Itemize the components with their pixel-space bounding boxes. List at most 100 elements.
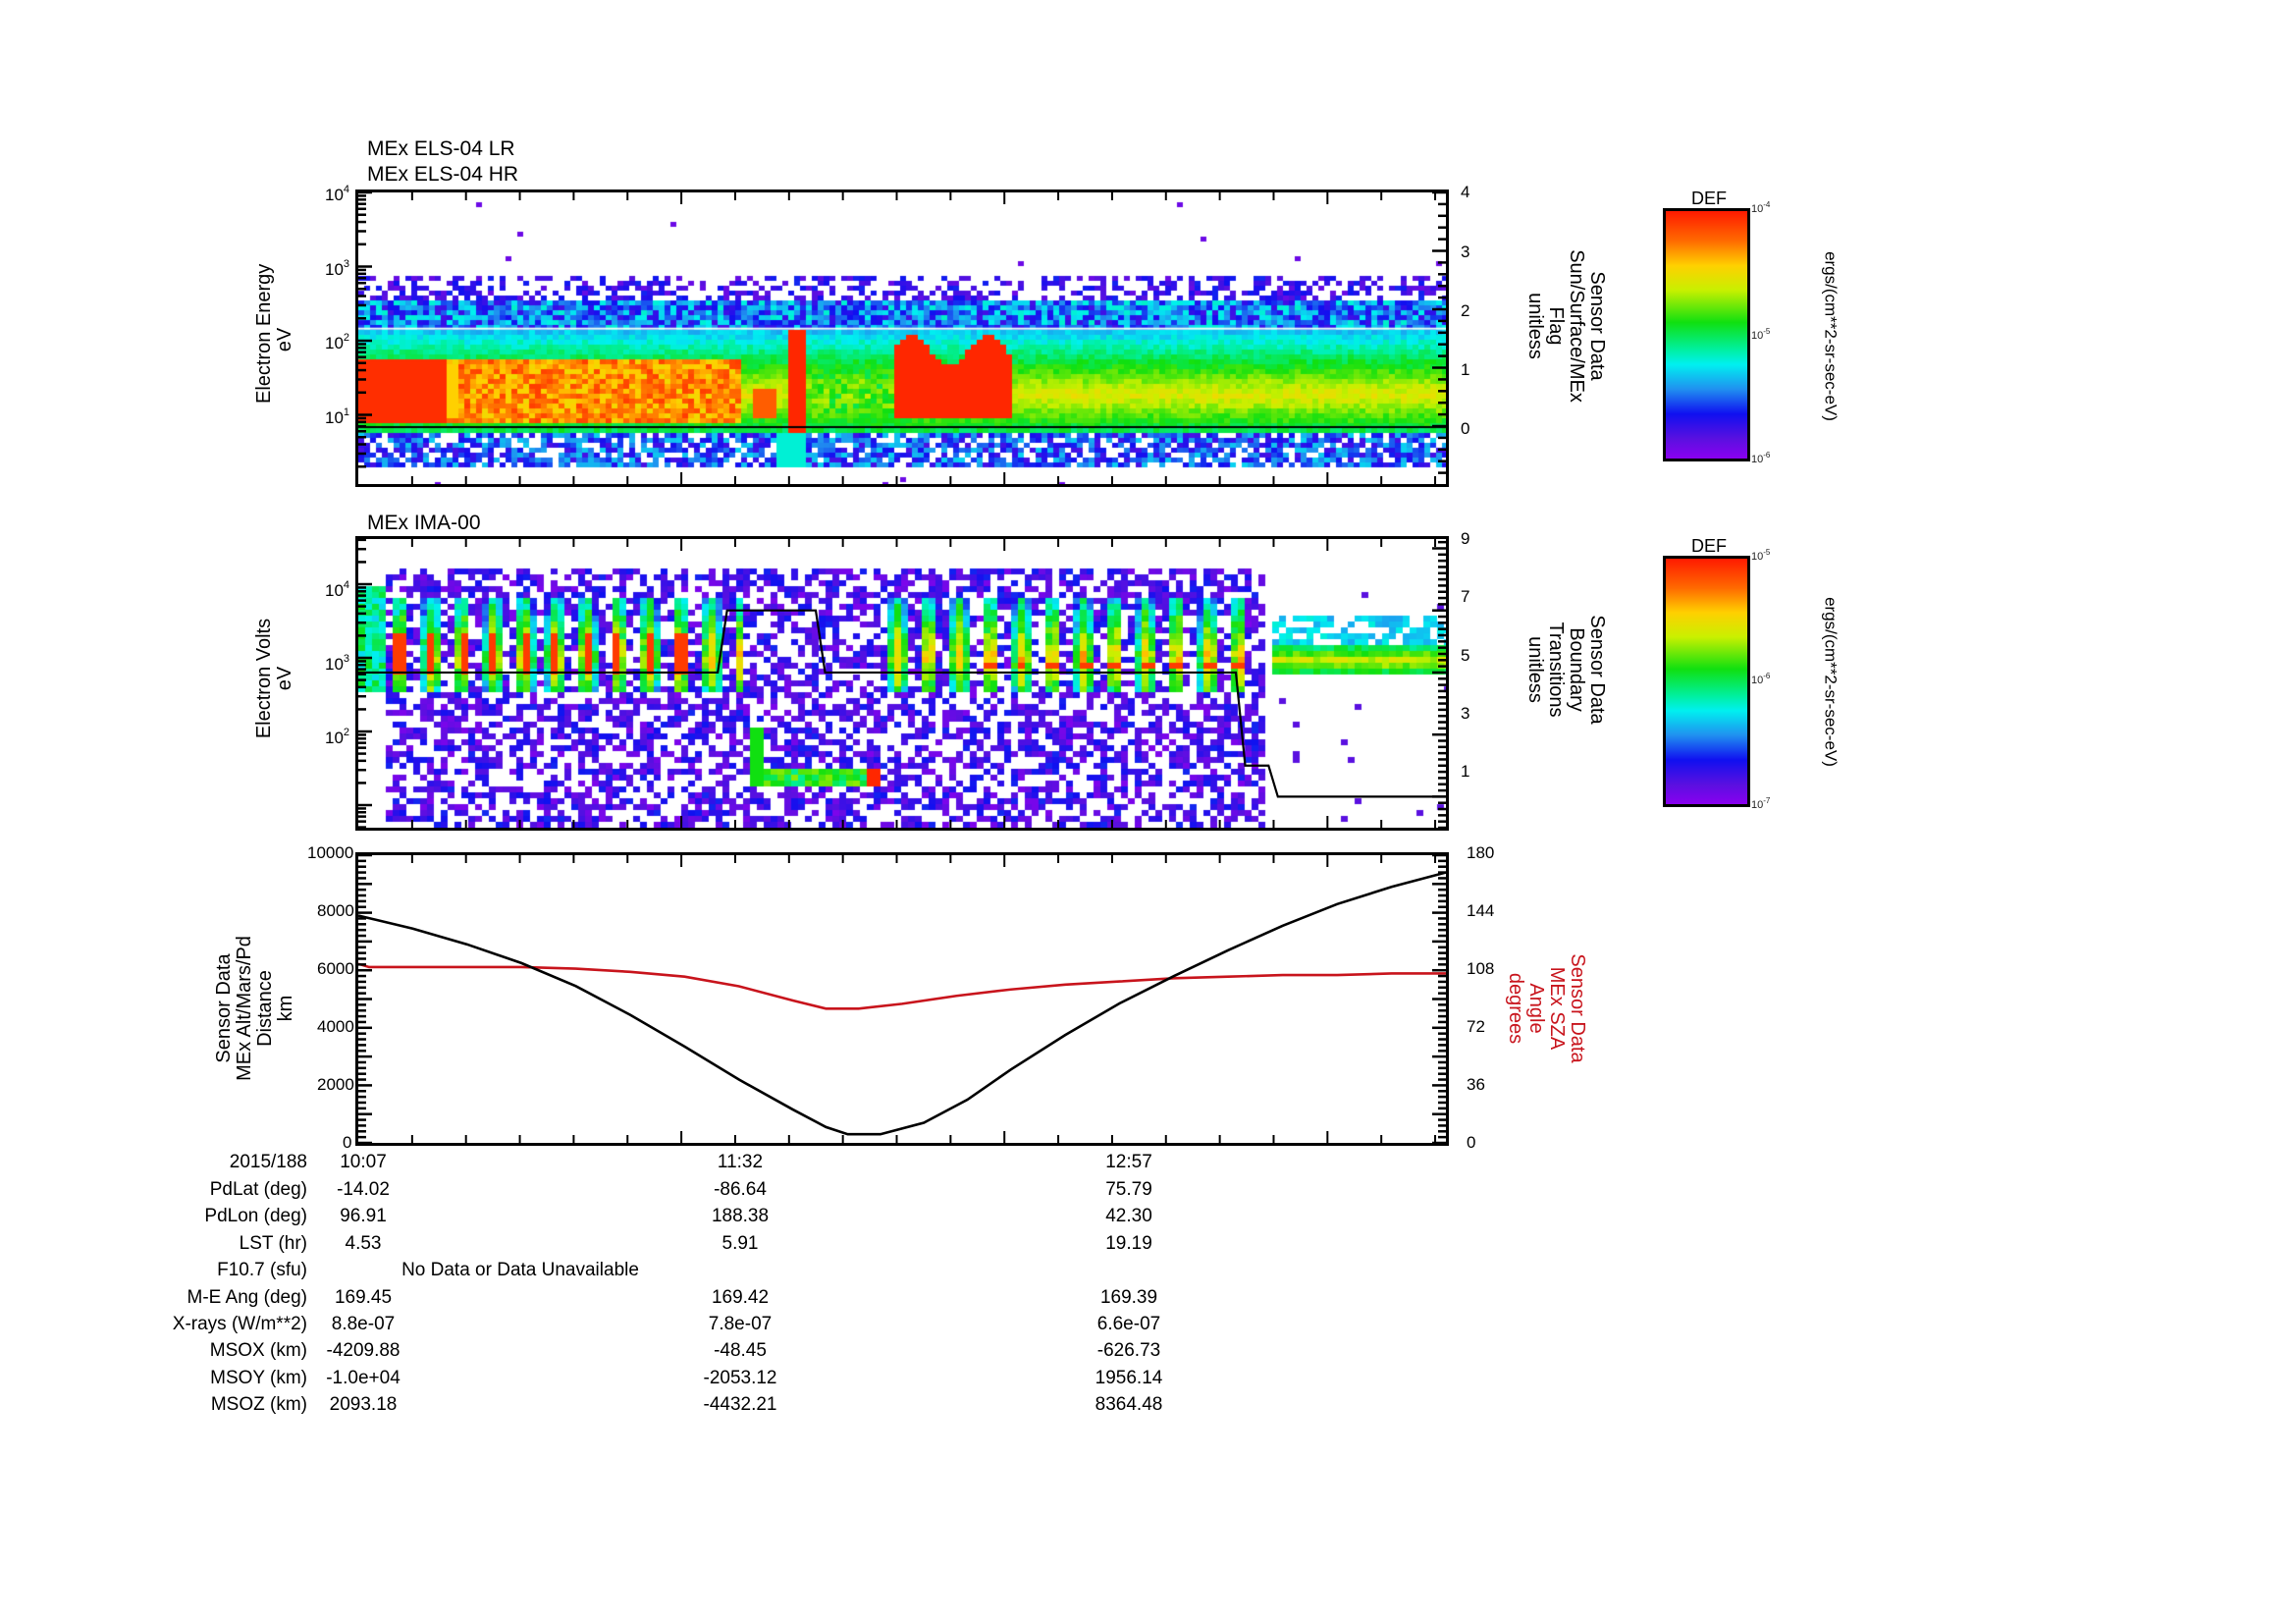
ephemeris-row: M-E Ang (deg) 169.45 169.42 169.39 xyxy=(0,1286,1276,1310)
ephemeris-no-data-note: No Data or Data Unavailable xyxy=(401,1260,639,1281)
orbit-right-axis-label: Sensor Data MEx SZA Angle degrees xyxy=(1505,953,1588,1063)
els-rtick-1: 1 xyxy=(1461,360,1470,379)
ephemeris-value: 42.30 xyxy=(1105,1206,1152,1227)
date-label: 2015/188 xyxy=(229,1152,307,1172)
orbit-rtick-144: 144 xyxy=(1467,901,1495,920)
ima-cbar-tick-1e-5: 10-5 xyxy=(1751,548,1771,563)
els-rtick-0: 0 xyxy=(1461,419,1470,438)
ima-ytick-1e2: 102 xyxy=(325,727,350,747)
ephemeris-row: MSOY (km) -1.0e+04 -2053.12 1956.14 xyxy=(0,1367,1276,1390)
ephemeris-row-label: MSOY (km) xyxy=(210,1367,307,1388)
ephemeris-value: 5.91 xyxy=(721,1232,759,1254)
ima-axes-ticks xyxy=(358,539,1446,828)
ephemeris-value: 169.42 xyxy=(711,1286,770,1308)
els-colorbar-title: DEF xyxy=(1691,189,1727,208)
els-rtick-2: 2 xyxy=(1461,301,1470,320)
ephemeris-row-label: MSOX (km) xyxy=(209,1340,307,1362)
ephemeris-row: X-rays (W/m**2) 8.8e-07 7.8e-07 6.6e-07 xyxy=(0,1313,1276,1336)
orbit-ytick-4000: 4000 xyxy=(317,1017,354,1036)
ima-rtick-1: 1 xyxy=(1461,762,1470,781)
ephemeris-value: 19.19 xyxy=(1105,1232,1152,1254)
ima-right-axis-label: Sensor Data Boundary Transitions unitless xyxy=(1524,615,1608,725)
ephemeris-value: 188.38 xyxy=(711,1206,770,1227)
ephemeris-value: 75.79 xyxy=(1105,1179,1152,1200)
ephemeris-row-label: X-rays (W/m**2) xyxy=(172,1314,307,1334)
ephemeris-value: 8364.48 xyxy=(1095,1394,1163,1416)
ephemeris-row: PdLon (deg) 96.91 188.38 42.30 xyxy=(0,1205,1276,1228)
ephemeris-value: 7.8e-07 xyxy=(708,1314,773,1334)
els-colorbar-units: ergs/(cm**2-sr-sec-eV) xyxy=(1821,251,1841,421)
els-y-axis-label: Electron Energy eV xyxy=(253,263,295,404)
orbit-rtick-72: 72 xyxy=(1467,1017,1485,1036)
ephemeris-row: PdLat (deg) -14.02 -86.64 75.79 xyxy=(0,1178,1276,1202)
time-label-3: 12:57 xyxy=(1105,1152,1152,1172)
els-rtick-3: 3 xyxy=(1461,243,1470,261)
els-title-lr: MEx ELS-04 LR xyxy=(367,137,515,160)
ima-rtick-3: 3 xyxy=(1461,704,1470,723)
ima-heatmap xyxy=(358,539,1446,828)
ephemeris-row-label: LST (hr) xyxy=(239,1232,307,1254)
ephemeris-row-label: PdLon (deg) xyxy=(204,1206,307,1227)
ephemeris-row-label: PdLat (deg) xyxy=(209,1179,307,1200)
orbit-ytick-10000: 10000 xyxy=(307,843,354,862)
ima-cbar-tick-1e-7: 10-7 xyxy=(1751,796,1771,811)
els-ytick-1e1: 101 xyxy=(325,406,350,427)
orbit-rtick-108: 108 xyxy=(1467,959,1495,978)
els-ytick-1e2: 102 xyxy=(325,332,350,352)
ephemeris-value: -4209.88 xyxy=(326,1340,400,1362)
ephemeris-value: -14.02 xyxy=(337,1179,390,1200)
els-cbar-tick-1e-5: 10-5 xyxy=(1751,327,1771,342)
els-ytick-1e4: 104 xyxy=(325,184,350,204)
ephemeris-row-label: M-E Ang (deg) xyxy=(187,1286,308,1308)
ima-spectrogram xyxy=(355,536,1449,831)
orbit-y-axis-label: Sensor Data MEx Alt/Mars/Pd Distance km xyxy=(213,936,296,1081)
ephemeris-value: 169.45 xyxy=(334,1286,393,1308)
els-heatmap xyxy=(358,192,1446,484)
els-spectrogram xyxy=(355,189,1449,487)
ephemeris-value: 6.6e-07 xyxy=(1096,1314,1161,1334)
els-axes-ticks xyxy=(358,192,1446,484)
ima-ytick-1e4: 104 xyxy=(325,579,350,600)
ima-colorbar-units: ergs/(cm**2-sr-sec-eV) xyxy=(1821,597,1841,767)
ephemeris-row-label: F10.7 (sfu) xyxy=(217,1260,307,1281)
orbit-ytick-6000: 6000 xyxy=(317,959,354,978)
ephemeris-table: 2015/188 10:07 11:32 12:57 PdLat (deg) -1… xyxy=(0,1151,1276,1435)
ima-title: MEx IMA-00 xyxy=(367,512,481,534)
ephemeris-time-row: 2015/188 10:07 11:32 12:57 xyxy=(0,1151,1276,1174)
orbit-rtick-0: 0 xyxy=(1467,1133,1476,1152)
ephemeris-value: -4432.21 xyxy=(703,1394,777,1416)
els-right-axis-label: Sensor Data Sun/Surface/MEx Flag unitless xyxy=(1524,249,1608,403)
ephemeris-row: F10.7 (sfu) No Data or Data Unavailable xyxy=(0,1259,1276,1282)
orbit-ytick-2000: 2000 xyxy=(317,1075,354,1094)
ephemeris-value: 2093.18 xyxy=(329,1394,398,1416)
ephemeris-value: 96.91 xyxy=(340,1206,387,1227)
ima-rtick-9: 9 xyxy=(1461,529,1470,548)
orbit-lines xyxy=(358,855,1446,1143)
ima-y-axis-label: Electron Volts eV xyxy=(253,618,295,739)
ima-rtick-7: 7 xyxy=(1461,587,1470,606)
orbit-ytick-8000: 8000 xyxy=(317,901,354,920)
ephemeris-value: -86.64 xyxy=(714,1179,767,1200)
ima-ytick-1e3: 103 xyxy=(325,653,350,674)
els-cbar-tick-1e-6: 10-6 xyxy=(1751,451,1771,465)
els-title-hr: MEx ELS-04 HR xyxy=(367,163,519,186)
time-label-2: 11:32 xyxy=(717,1152,764,1172)
ephemeris-value: 8.8e-07 xyxy=(331,1314,396,1334)
ephemeris-row: MSOX (km) -4209.88 -48.45 -626.73 xyxy=(0,1339,1276,1363)
orbit-rtick-180: 180 xyxy=(1467,843,1495,862)
orbit-line-plot xyxy=(355,852,1449,1146)
ephemeris-value: -2053.12 xyxy=(703,1367,777,1388)
ephemeris-value: -1.0e+04 xyxy=(326,1367,400,1388)
ima-rtick-5: 5 xyxy=(1461,646,1470,665)
ephemeris-value: -626.73 xyxy=(1096,1340,1161,1362)
ima-colorbar xyxy=(1663,556,1750,807)
ephemeris-value: 4.53 xyxy=(345,1232,382,1254)
ephemeris-value: -48.45 xyxy=(714,1340,767,1362)
ephemeris-value: 169.39 xyxy=(1099,1286,1158,1308)
orbit-rtick-36: 36 xyxy=(1467,1075,1485,1094)
els-rtick-4: 4 xyxy=(1461,183,1470,201)
els-ytick-1e3: 103 xyxy=(325,258,350,279)
ephemeris-row-label: MSOZ (km) xyxy=(210,1394,307,1416)
orbit-ytick-0: 0 xyxy=(343,1133,352,1152)
time-label-1: 10:07 xyxy=(340,1152,387,1172)
